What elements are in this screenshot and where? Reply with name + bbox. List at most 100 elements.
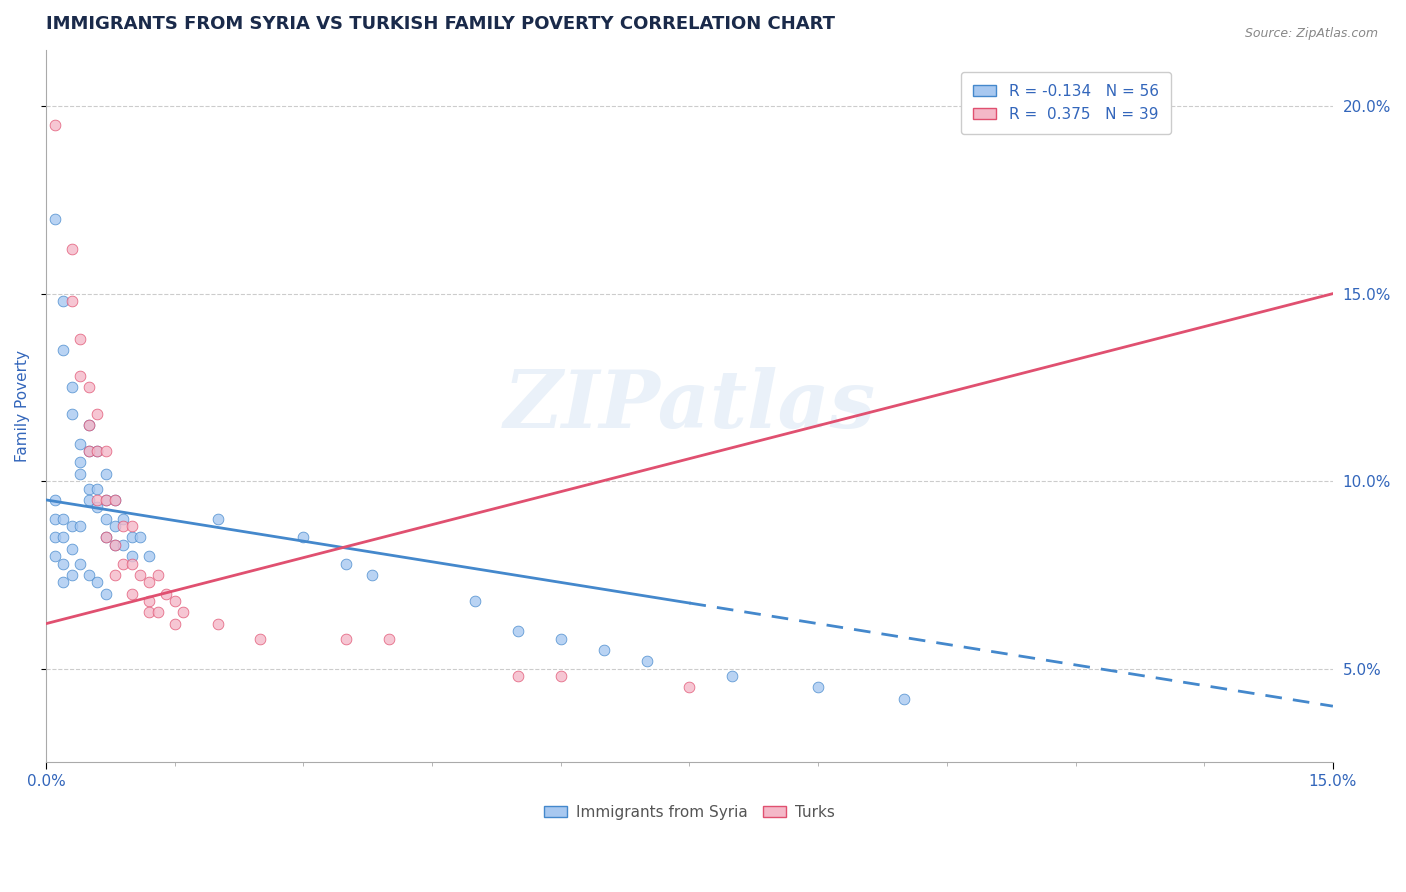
Point xyxy=(69,369,91,384)
Point xyxy=(77,444,100,458)
Point xyxy=(60,242,83,256)
Point xyxy=(104,538,127,552)
Point xyxy=(44,118,66,132)
Point xyxy=(129,530,152,544)
Point xyxy=(104,568,127,582)
Point xyxy=(121,549,143,563)
Point xyxy=(592,643,614,657)
Point xyxy=(52,511,75,525)
Point xyxy=(86,407,108,421)
Point xyxy=(44,549,66,563)
Point xyxy=(506,669,529,683)
Point xyxy=(112,557,135,571)
Point xyxy=(77,444,100,458)
Point xyxy=(86,444,108,458)
Point xyxy=(292,530,315,544)
Point xyxy=(60,568,83,582)
Point xyxy=(121,587,143,601)
Point xyxy=(86,492,108,507)
Point xyxy=(138,594,160,608)
Point xyxy=(550,669,572,683)
Point xyxy=(60,380,83,394)
Point xyxy=(77,568,100,582)
Point xyxy=(77,380,100,394)
Point xyxy=(77,492,100,507)
Point xyxy=(550,632,572,646)
Point xyxy=(146,606,169,620)
Point xyxy=(807,681,830,695)
Point xyxy=(60,541,83,556)
Point xyxy=(60,294,83,309)
Text: Source: ZipAtlas.com: Source: ZipAtlas.com xyxy=(1244,27,1378,40)
Point xyxy=(69,467,91,481)
Point xyxy=(44,530,66,544)
Point xyxy=(52,294,75,309)
Point xyxy=(138,606,160,620)
Point xyxy=(121,519,143,533)
Point xyxy=(104,519,127,533)
Point xyxy=(335,632,357,646)
Point xyxy=(52,343,75,357)
Point xyxy=(69,332,91,346)
Point xyxy=(163,594,186,608)
Point xyxy=(104,492,127,507)
Point xyxy=(112,519,135,533)
Point xyxy=(86,444,108,458)
Point xyxy=(69,436,91,450)
Point xyxy=(129,568,152,582)
Point xyxy=(138,549,160,563)
Point xyxy=(121,530,143,544)
Point xyxy=(207,511,229,525)
Text: IMMIGRANTS FROM SYRIA VS TURKISH FAMILY POVERTY CORRELATION CHART: IMMIGRANTS FROM SYRIA VS TURKISH FAMILY … xyxy=(46,15,835,33)
Point xyxy=(163,616,186,631)
Point xyxy=(52,557,75,571)
Point xyxy=(94,467,117,481)
Point xyxy=(678,681,700,695)
Point xyxy=(94,492,117,507)
Point xyxy=(52,530,75,544)
Point xyxy=(52,575,75,590)
Point xyxy=(335,557,357,571)
Point xyxy=(636,654,658,668)
Point xyxy=(44,492,66,507)
Point xyxy=(121,557,143,571)
Point xyxy=(60,519,83,533)
Point xyxy=(893,691,915,706)
Point xyxy=(69,557,91,571)
Point xyxy=(378,632,401,646)
Point xyxy=(104,538,127,552)
Point xyxy=(138,575,160,590)
Point xyxy=(94,530,117,544)
Point xyxy=(86,500,108,515)
Point xyxy=(464,594,486,608)
Point xyxy=(104,492,127,507)
Point xyxy=(172,606,194,620)
Point xyxy=(69,519,91,533)
Point xyxy=(94,530,117,544)
Point xyxy=(155,587,177,601)
Point xyxy=(86,575,108,590)
Y-axis label: Family Poverty: Family Poverty xyxy=(15,351,30,462)
Point xyxy=(112,538,135,552)
Point xyxy=(44,211,66,226)
Point xyxy=(69,455,91,469)
Point xyxy=(44,511,66,525)
Legend: Immigrants from Syria, Turks: Immigrants from Syria, Turks xyxy=(537,799,841,826)
Point xyxy=(721,669,744,683)
Point xyxy=(112,511,135,525)
Point xyxy=(249,632,271,646)
Point xyxy=(60,407,83,421)
Point xyxy=(207,616,229,631)
Point xyxy=(361,568,384,582)
Point xyxy=(94,492,117,507)
Point xyxy=(94,587,117,601)
Point xyxy=(77,482,100,496)
Point xyxy=(86,482,108,496)
Point xyxy=(506,624,529,639)
Point xyxy=(94,444,117,458)
Text: ZIPatlas: ZIPatlas xyxy=(503,368,876,445)
Point xyxy=(94,511,117,525)
Point xyxy=(146,568,169,582)
Point xyxy=(77,417,100,432)
Point xyxy=(77,417,100,432)
